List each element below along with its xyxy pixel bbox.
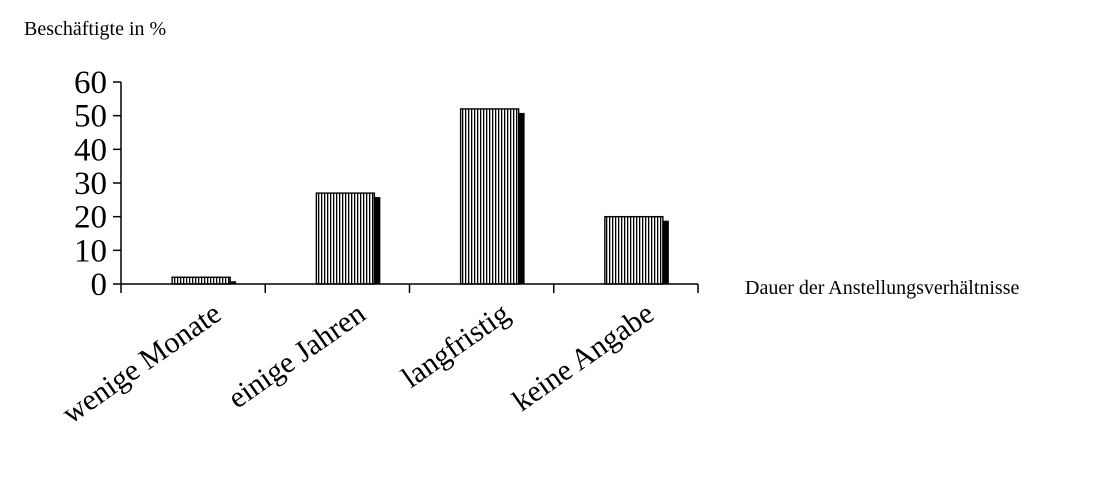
bars-group (171, 108, 669, 285)
bar-shadow (230, 281, 237, 284)
x-tick-label: einige Jahren (222, 297, 371, 415)
y-tick-label: 40 (74, 132, 107, 168)
y-tick-label: 10 (74, 233, 107, 269)
y-tick-label: 50 (74, 99, 107, 135)
bar (604, 215, 664, 285)
y-tick-label: 0 (91, 267, 108, 303)
y-tick-label: 60 (74, 65, 107, 101)
bar (315, 192, 376, 285)
bar-shadow (374, 197, 381, 284)
y-axis-label: Beschäftigte in % (24, 18, 166, 40)
x-axis-label: Dauer der Anstellungsverhältnisse (745, 277, 1019, 299)
bar (171, 276, 231, 285)
x-tick-label: langfristig (396, 297, 516, 395)
x-tick-label: keine Angabe (507, 297, 660, 418)
y-tick-label: 30 (74, 166, 107, 202)
x-tick-label: wenige Monate (56, 297, 227, 431)
bar-shadow (662, 220, 669, 284)
bar-shadow (518, 112, 525, 284)
y-tick-label: 20 (74, 200, 107, 236)
bar (459, 108, 520, 285)
